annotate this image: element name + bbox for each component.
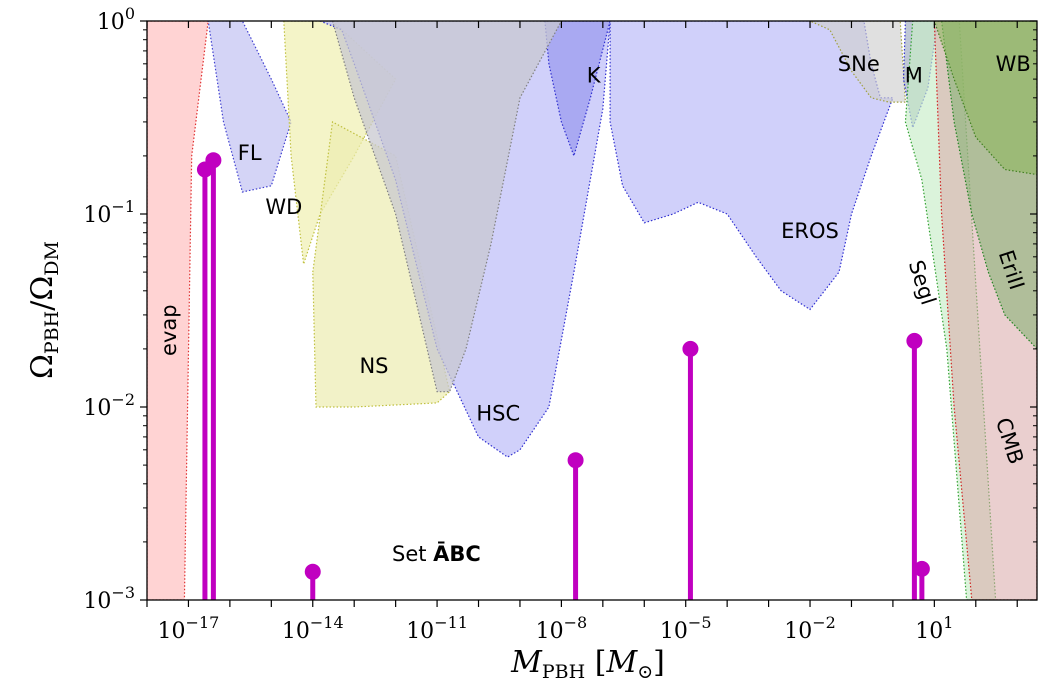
region-label-hsc: HSC bbox=[476, 402, 520, 426]
region-ns bbox=[312, 120, 451, 408]
region-sne bbox=[809, 21, 907, 103]
y-axis-title: ΩPBH/ΩDM bbox=[25, 241, 63, 379]
y-tick-label: 10−2 bbox=[83, 390, 135, 421]
x-tick-label: 101 bbox=[915, 613, 953, 644]
x-tick-label: 10−14 bbox=[282, 613, 344, 644]
set-label-name: ĀBC bbox=[433, 541, 481, 566]
y-tick-label: 100 bbox=[97, 4, 135, 35]
constraint-regions bbox=[147, 21, 1037, 600]
set-label: Set ĀBC bbox=[392, 541, 481, 566]
x-tick-label: 10−2 bbox=[784, 613, 836, 644]
set-label-prefix: Set bbox=[392, 542, 433, 566]
region-wb bbox=[933, 21, 1037, 176]
pbh-point-2 bbox=[205, 152, 222, 169]
region-label-eros: EROS bbox=[781, 219, 839, 243]
y-tick-label: 10−1 bbox=[83, 197, 135, 228]
region-label-fl: FL bbox=[238, 141, 262, 165]
pbh-point-5 bbox=[682, 340, 699, 357]
x-axis-title: MPBH [M⊙] bbox=[510, 645, 665, 683]
region-gray bbox=[291, 21, 563, 393]
y-tick-label: 10−3 bbox=[83, 583, 135, 614]
region-evap bbox=[147, 21, 209, 600]
pbh-point-7 bbox=[913, 560, 930, 577]
x-tick-label: 10−17 bbox=[158, 613, 220, 644]
region-fl bbox=[207, 21, 292, 193]
region-label-evap: evap bbox=[157, 304, 181, 356]
region-label-m: M bbox=[905, 64, 923, 88]
x-tick-label: 10−5 bbox=[660, 613, 712, 644]
y-axis: 10−3 10−2 10−1 100 bbox=[83, 4, 1037, 614]
x-axis: 10−17 10−14 10−11 10−8 10−5 10−2 101 bbox=[146, 21, 1018, 644]
x-tick-label: 10−8 bbox=[536, 613, 588, 644]
region-label-sne: SNe bbox=[838, 52, 880, 76]
x-tick-label: 10−11 bbox=[406, 613, 468, 644]
plot-frame bbox=[146, 20, 1038, 601]
pbh-points bbox=[196, 152, 930, 600]
pbh-point-3 bbox=[304, 563, 321, 580]
region-label-k: K bbox=[587, 64, 602, 88]
pbh-point-4 bbox=[567, 452, 584, 469]
region-label-wb: WB bbox=[996, 52, 1031, 76]
pbh-point-6 bbox=[906, 332, 923, 349]
region-label-wd: WD bbox=[265, 195, 302, 219]
region-label-ns: NS bbox=[359, 354, 388, 378]
